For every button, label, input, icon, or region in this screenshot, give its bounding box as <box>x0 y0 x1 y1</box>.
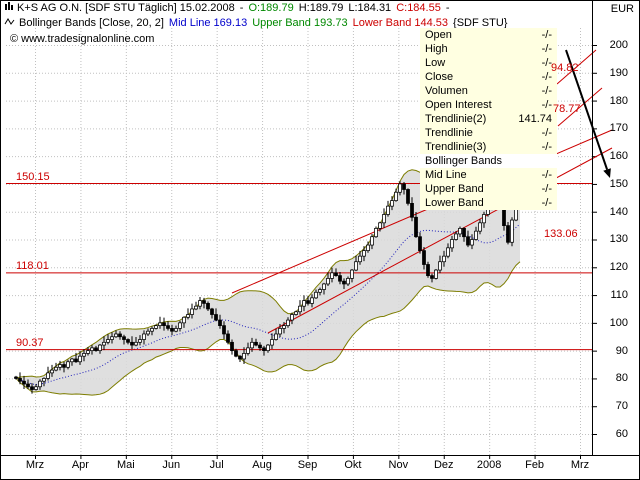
symbol-tag: {SDF STU} <box>453 17 508 29</box>
price-tick-label: 110 <box>610 289 628 302</box>
indicator-name: Bollinger Bands [Close, 20, 2] <box>19 17 164 29</box>
indicator-line-icon <box>4 16 16 31</box>
tooltip-row-low: Low -/- <box>420 56 557 70</box>
tooltip-row-label: Open <box>425 29 452 41</box>
tooltip-row-label: Close <box>425 71 454 83</box>
price-tick-label: 60 <box>615 427 628 440</box>
tooltip-row-trendlinie-3-: Trendlinie(3) -/- <box>420 140 557 154</box>
tooltip-row-label: Bollinger Bands <box>425 155 503 167</box>
price-tick-label: 130 <box>609 233 628 246</box>
tooltip-row-volumen: Volumen -/- <box>420 84 557 98</box>
high-value: H:189.79 <box>298 2 344 14</box>
header-line-2: Bollinger Bands [Close, 20, 2] Mid Line 1… <box>4 16 512 31</box>
tooltip-row-value: 141.74 <box>518 113 552 125</box>
tooltip-row-upper-band: Upper Band -/- <box>420 182 557 196</box>
lowerband-value: Lower Band 144.53 <box>352 17 449 29</box>
tooltip-row-value: -/- <box>541 71 552 83</box>
upperband-value: Upper Band 193.73 <box>252 17 348 29</box>
price-tick-label: 100 <box>609 316 628 329</box>
price-tick-label: 90 <box>615 344 628 357</box>
price-tick-label: 170 <box>609 122 628 135</box>
tooltip-row-label: Mid Line <box>425 169 467 181</box>
price-level-label: 118.01 <box>16 259 49 272</box>
price-tick-label: 160 <box>609 150 628 163</box>
tooltip-row-value: -/- <box>541 43 552 55</box>
trendline-value-label: 78.77 <box>553 103 581 115</box>
low-value: L:184.31 <box>348 2 392 14</box>
tooltip-row-label: Trendlinie(2) <box>425 113 487 125</box>
trendline-value-label: 94.82 <box>551 62 579 74</box>
tooltip-row-value: -/- <box>541 57 552 69</box>
tooltip-row-close: Close -/- <box>420 70 557 84</box>
price-tick-label: 140 <box>609 205 628 218</box>
month-tick-label: Jul <box>209 459 224 471</box>
month-tick-label: Apr <box>71 459 89 471</box>
tooltip-row-value: -/- <box>541 127 552 139</box>
price-tick-label: 70 <box>615 400 628 413</box>
trendline-value-label: 133.06 <box>544 228 578 240</box>
price-tick-label: 180 <box>609 94 628 107</box>
price-tick-label: 190 <box>609 66 628 79</box>
header-line-1: K+S AG O.N. [SDF STU Täglich] 15.02.2008… <box>4 1 512 16</box>
tooltip-row-value: -/- <box>541 141 552 153</box>
tooltip-row-value: -/- <box>541 197 552 209</box>
close-value: C:184.55 <box>396 2 441 14</box>
price-level-label: 90.37 <box>16 336 44 349</box>
tooltip-row-label: Trendlinie(3) <box>425 141 487 153</box>
month-tick-label: Mrz <box>25 459 45 471</box>
month-tick-label: Jun <box>162 459 181 471</box>
price-tick-label: 120 <box>609 261 628 274</box>
tooltip-row-value: -/- <box>541 99 552 111</box>
tooltip-row-bollinger-bands: Bollinger Bands <box>420 154 557 168</box>
tooltip-row-open-interest: Open Interest -/- <box>420 98 557 112</box>
month-tick-label: Aug <box>252 459 272 471</box>
month-tick-label: Nov <box>388 459 409 471</box>
data-tooltip-panel: Open -/- High -/- Low -/- Close -/- Volumen -/- Op… <box>420 28 557 210</box>
chart-header: K+S AG O.N. [SDF STU Täglich] 15.02.2008… <box>4 1 512 31</box>
midline-value: Mid Line 169.13 <box>168 17 248 29</box>
month-tick-label: Okt <box>344 459 362 471</box>
tooltip-row-label: Low <box>425 57 446 69</box>
tooltip-row-open: Open -/- <box>420 28 557 42</box>
tooltip-row-value: -/- <box>541 183 552 195</box>
separator: - <box>445 2 450 14</box>
separator: - <box>239 2 244 14</box>
tooltip-row-trendlinie-2-: Trendlinie(2) 141.74 <box>420 112 557 126</box>
tooltip-row-value: -/- <box>541 169 552 181</box>
month-tick-label: 2008 <box>476 459 502 471</box>
tooltip-row-label: Open Interest <box>425 99 492 111</box>
candlestick-chart-icon <box>4 1 14 16</box>
tooltip-row-label: Upper Band <box>425 183 484 195</box>
symbol-title: K+S AG O.N. [SDF STU Täglich] 15.02.2008 <box>17 2 235 14</box>
month-tick-label: Mrz <box>570 459 590 471</box>
month-tick-label: Feb <box>525 459 545 471</box>
tooltip-row-value: -/- <box>541 29 552 41</box>
tooltip-row-label: Trendlinie <box>425 127 473 139</box>
price-tick-label: 200 <box>609 39 628 51</box>
month-tick-label: Dez <box>433 459 454 471</box>
tooltip-row-mid-line: Mid Line -/- <box>420 168 557 182</box>
tooltip-row-value: -/- <box>541 85 552 97</box>
tooltip-row-high: High -/- <box>420 42 557 56</box>
month-tick-label: Mai <box>116 459 135 471</box>
tooltip-row-trendlinie: Trendlinie -/- <box>420 126 557 140</box>
price-tick-label: 80 <box>615 372 628 385</box>
price-level-label: 150.15 <box>16 170 50 183</box>
axis-unit-label: EUR <box>610 3 634 15</box>
watermark: © www.tradesignalonline.com <box>10 33 155 45</box>
month-tick-label: Sep <box>297 459 318 471</box>
price-tick-label: 150 <box>609 177 628 190</box>
tooltip-row-label: Volumen <box>425 85 468 97</box>
tooltip-row-lower-band: Lower Band -/- <box>420 196 557 210</box>
tooltip-row-label: Lower Band <box>425 197 484 209</box>
tooltip-row-label: High <box>425 43 448 55</box>
open-value: O:189.79 <box>248 2 294 14</box>
